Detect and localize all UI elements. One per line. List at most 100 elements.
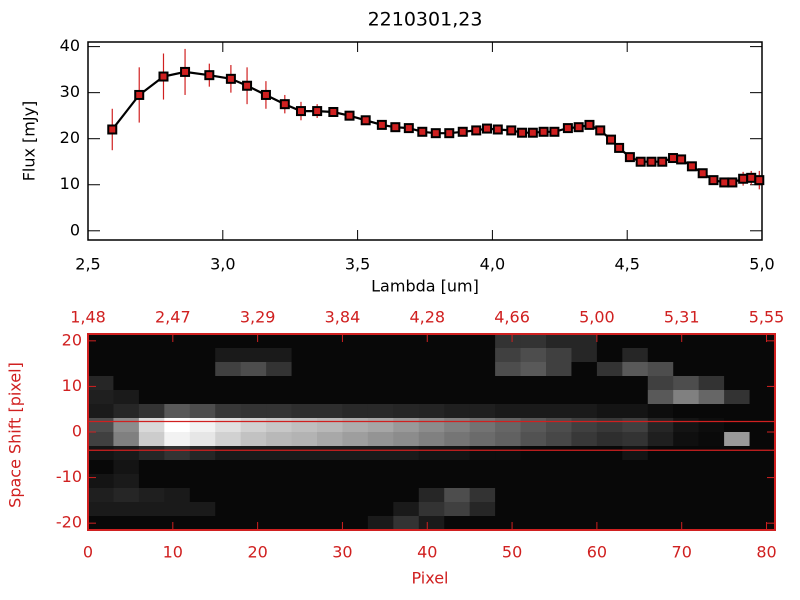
image-cell bbox=[444, 418, 471, 433]
image-cell bbox=[596, 446, 623, 461]
marker bbox=[242, 80, 253, 91]
image-cell bbox=[88, 516, 114, 531]
image-cell bbox=[367, 376, 394, 391]
image-cell bbox=[647, 376, 674, 391]
image-cell bbox=[495, 502, 522, 517]
image-cell bbox=[749, 334, 776, 349]
image-cell bbox=[724, 446, 751, 461]
marker bbox=[295, 106, 306, 117]
y-tick-label: -20 bbox=[56, 513, 82, 532]
image-cell bbox=[520, 376, 547, 391]
image-cell bbox=[138, 516, 165, 531]
image-cell bbox=[266, 516, 293, 531]
image-cell bbox=[596, 390, 623, 405]
image-cell bbox=[291, 502, 318, 517]
image-cell bbox=[291, 460, 318, 475]
x-tick-label: 40 bbox=[417, 543, 437, 562]
image-cell bbox=[647, 390, 674, 405]
image-cell bbox=[138, 334, 165, 349]
image-cell bbox=[724, 488, 751, 503]
image-cell bbox=[393, 334, 420, 349]
image-cell bbox=[240, 348, 267, 363]
image-cell bbox=[596, 362, 623, 377]
image-cell bbox=[698, 376, 725, 391]
x2-tick-label: 5,31 bbox=[664, 308, 700, 327]
image-cell bbox=[240, 390, 267, 405]
image-cell bbox=[571, 502, 598, 517]
image-cell bbox=[571, 390, 598, 405]
marker bbox=[738, 173, 749, 184]
y-tick-label: 0 bbox=[70, 220, 80, 239]
image-cell bbox=[444, 488, 471, 503]
marker bbox=[107, 124, 118, 135]
image-cell bbox=[444, 446, 471, 461]
image-cell bbox=[546, 460, 572, 475]
marker bbox=[614, 142, 625, 153]
image-cell bbox=[469, 474, 496, 489]
x-tick-label: 3,0 bbox=[210, 255, 235, 274]
image-cell bbox=[138, 432, 165, 447]
image-cell bbox=[444, 502, 471, 517]
image-cell bbox=[342, 362, 369, 377]
image-cell bbox=[673, 334, 700, 349]
image-cell bbox=[418, 348, 445, 363]
y-tick-label: 10 bbox=[62, 376, 82, 395]
image-cell bbox=[546, 348, 572, 363]
image-cell bbox=[189, 362, 216, 377]
image-cell bbox=[291, 348, 318, 363]
marker bbox=[697, 168, 708, 179]
image-cell bbox=[393, 474, 420, 489]
x2-tick-label: 1,48 bbox=[70, 308, 106, 327]
marker bbox=[686, 161, 697, 172]
image-cell bbox=[622, 418, 649, 433]
image-cell bbox=[240, 418, 267, 433]
marker bbox=[708, 175, 719, 186]
image-cell bbox=[88, 460, 114, 475]
image-cell bbox=[418, 502, 445, 517]
image-cell bbox=[571, 446, 598, 461]
image-cell bbox=[138, 418, 165, 433]
marker bbox=[134, 89, 145, 100]
image-cell bbox=[622, 334, 649, 349]
image-cell bbox=[596, 348, 623, 363]
image-cell bbox=[291, 334, 318, 349]
image-cell bbox=[291, 446, 318, 461]
image-cell bbox=[596, 376, 623, 391]
image-cell bbox=[240, 502, 267, 517]
image-cell bbox=[113, 404, 140, 419]
image-cell bbox=[749, 474, 776, 489]
image-cell bbox=[164, 348, 191, 363]
marker bbox=[417, 126, 428, 137]
x2-tick-label: 4,66 bbox=[494, 308, 530, 327]
image-cell bbox=[215, 446, 242, 461]
image-cell bbox=[495, 390, 522, 405]
image-cell bbox=[138, 488, 165, 503]
image-cell bbox=[495, 460, 522, 475]
chart-title: 2210301,23 bbox=[368, 9, 483, 31]
image-cell bbox=[596, 460, 623, 475]
image-cell bbox=[749, 348, 776, 363]
marker bbox=[538, 126, 549, 137]
image-cell bbox=[393, 432, 420, 447]
image-cell bbox=[622, 404, 649, 419]
image-cell bbox=[164, 362, 191, 377]
image-cell bbox=[113, 390, 140, 405]
image-cell bbox=[444, 362, 471, 377]
image-cell bbox=[520, 418, 547, 433]
image-cell bbox=[189, 488, 216, 503]
marker bbox=[573, 122, 584, 133]
image-cell bbox=[495, 362, 522, 377]
image-cell bbox=[113, 474, 140, 489]
image-cell bbox=[240, 488, 267, 503]
image-cell bbox=[444, 390, 471, 405]
image-cell bbox=[342, 390, 369, 405]
image-cell bbox=[724, 334, 751, 349]
image-cell bbox=[673, 348, 700, 363]
image-cell bbox=[495, 404, 522, 419]
image-cell bbox=[291, 516, 318, 531]
image-cell bbox=[240, 516, 267, 531]
image-cell bbox=[647, 418, 674, 433]
image-cell bbox=[698, 362, 725, 377]
image-cell bbox=[571, 334, 598, 349]
image-cell bbox=[698, 460, 725, 475]
